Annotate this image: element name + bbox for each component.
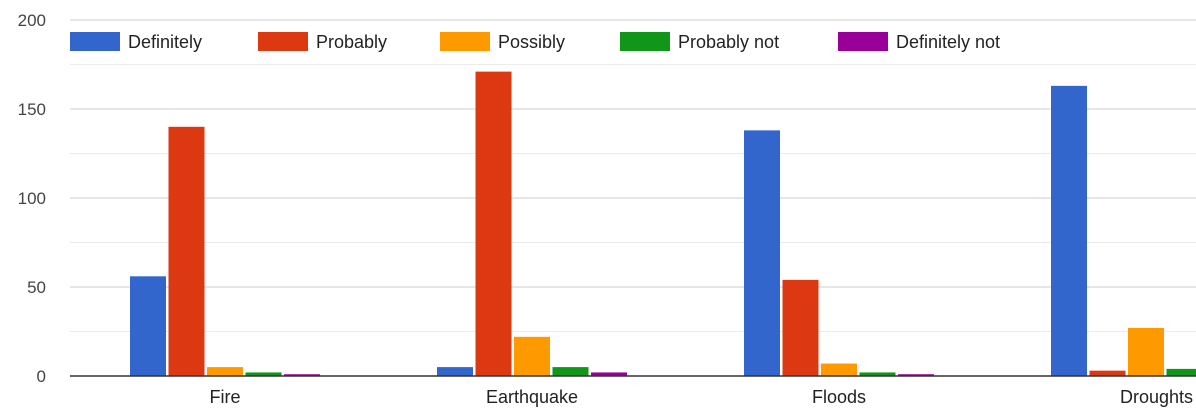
axes: Fire Earthquake Floods Droughts 0 50 100 150 200: [18, 11, 1196, 407]
bar-definitely-fire[interactable]: [130, 276, 166, 376]
legend[interactable]: Definitely Probably Possibly Probably not De…: [70, 32, 1000, 52]
bar-definitely-not-earthquake[interactable]: [591, 372, 627, 376]
gridlines: [70, 19, 1196, 332]
x-tick-label: Fire: [210, 387, 241, 407]
bar-probably-not-fire[interactable]: [245, 372, 282, 376]
bar-definitely-floods[interactable]: [744, 130, 780, 376]
y-tick-label: 50: [27, 278, 46, 297]
bar-probably-not-floods[interactable]: [859, 372, 896, 376]
legend-label: Definitely: [128, 32, 202, 52]
bar-possibly-droughts[interactable]: [1128, 327, 1164, 376]
legend-label: Possibly: [498, 32, 565, 52]
bar-probably-fire[interactable]: [168, 126, 205, 376]
x-tick-label: Droughts: [1120, 387, 1193, 407]
y-tick-label: 100: [18, 189, 46, 208]
bar-definitely-not-floods[interactable]: [898, 374, 934, 376]
legend-swatch: [838, 32, 888, 51]
legend-label: Probably: [316, 32, 387, 52]
legend-swatch: [258, 32, 308, 51]
bar-probably-not-earthquake[interactable]: [552, 367, 589, 376]
y-tick-label: 0: [37, 367, 46, 386]
bar-probably-floods[interactable]: [782, 279, 819, 376]
x-tick-label: Earthquake: [486, 387, 578, 407]
legend-swatch: [70, 32, 120, 51]
y-tick-label: 200: [18, 11, 46, 30]
bar-probably-droughts[interactable]: [1089, 370, 1126, 376]
legend-label: Definitely not: [896, 32, 1000, 52]
bar-probably-not-droughts[interactable]: [1166, 368, 1196, 376]
legend-item-definitely-not[interactable]: Definitely not: [838, 32, 1000, 52]
legend-item-definitely[interactable]: Definitely: [70, 32, 202, 52]
legend-swatch: [620, 32, 670, 51]
y-tick-label: 150: [18, 100, 46, 119]
legend-label: Probably not: [678, 32, 779, 52]
x-tick-label: Floods: [812, 387, 866, 407]
bar-possibly-earthquake[interactable]: [514, 336, 550, 376]
legend-swatch: [440, 32, 490, 51]
bar-definitely-earthquake[interactable]: [437, 367, 473, 376]
bar-possibly-floods[interactable]: [821, 363, 857, 376]
legend-item-probably-not[interactable]: Probably not: [620, 32, 779, 52]
legend-item-possibly[interactable]: Possibly: [440, 32, 565, 52]
bar-definitely-droughts[interactable]: [1051, 85, 1087, 377]
bar-probably-earthquake[interactable]: [475, 71, 512, 377]
bar-possibly-fire[interactable]: [207, 367, 243, 376]
bars: [130, 71, 1196, 377]
legend-item-probably[interactable]: Probably: [258, 32, 387, 52]
bar-definitely-not-fire[interactable]: [284, 374, 320, 376]
